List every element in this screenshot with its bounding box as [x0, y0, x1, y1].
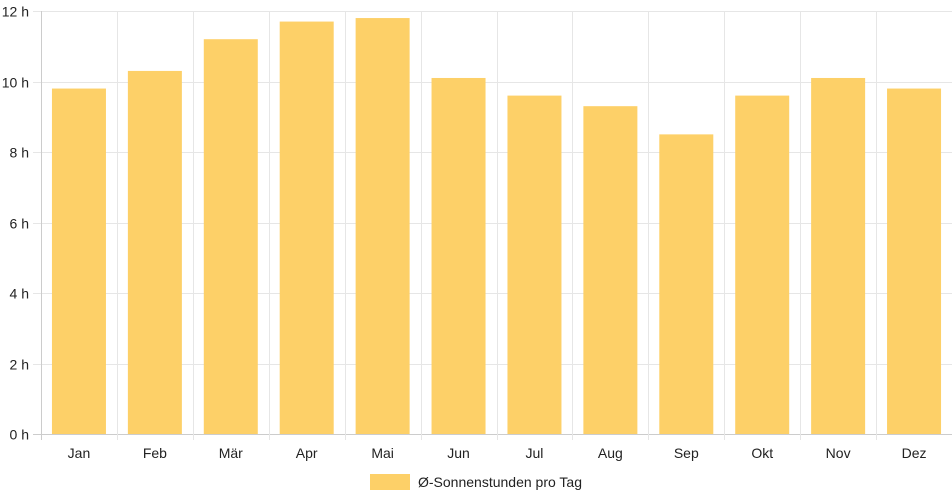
y-tick-label: 6 h: [10, 216, 29, 232]
y-tick-label: 10 h: [2, 75, 29, 91]
legend[interactable]: Ø-Sonnenstunden pro Tag: [370, 474, 582, 490]
x-tick-label: Sep: [674, 445, 699, 461]
x-tick-label: Aug: [598, 445, 623, 461]
bar-dez[interactable]: [887, 88, 942, 435]
legend-label: Ø-Sonnenstunden pro Tag: [418, 474, 582, 490]
axes: 0 h 2 h 4 h 6 h 8 h 10 h 12 h Jan Feb Mär Apr Mai Ju…: [2, 4, 927, 462]
y-tick-label: 12 h: [2, 4, 29, 20]
y-tick-label: 4 h: [10, 286, 29, 302]
x-tick-label: Nov: [826, 445, 851, 461]
bar-okt[interactable]: [735, 95, 790, 434]
legend-swatch: [370, 474, 410, 490]
x-tick-label: Jan: [68, 445, 91, 461]
x-tick-label: Mär: [219, 445, 243, 461]
x-tick-label: Feb: [143, 445, 167, 461]
bar-jun[interactable]: [431, 77, 486, 434]
grid-lines: [33, 11, 952, 440]
y-tick-label: 0 h: [10, 427, 29, 443]
bar-mai[interactable]: [355, 18, 410, 435]
x-tick-label: Mai: [371, 445, 394, 461]
x-tick-label: Apr: [296, 445, 318, 461]
bar-nov[interactable]: [811, 77, 866, 434]
bar-jan[interactable]: [51, 88, 106, 435]
bar-aug[interactable]: [583, 106, 638, 435]
bar-apr[interactable]: [279, 21, 334, 434]
bar-mär[interactable]: [203, 39, 258, 434]
bar-jul[interactable]: [507, 95, 562, 434]
bar-sep[interactable]: [659, 134, 714, 434]
y-tick-label: 2 h: [10, 357, 29, 373]
y-tick-label: 8 h: [10, 145, 29, 161]
x-tick-label: Okt: [751, 445, 773, 461]
bar-feb[interactable]: [127, 70, 182, 435]
x-tick-label: Jun: [447, 445, 470, 461]
x-tick-label: Dez: [902, 445, 927, 461]
x-tick-label: Jul: [526, 445, 544, 461]
bars: [51, 18, 942, 435]
